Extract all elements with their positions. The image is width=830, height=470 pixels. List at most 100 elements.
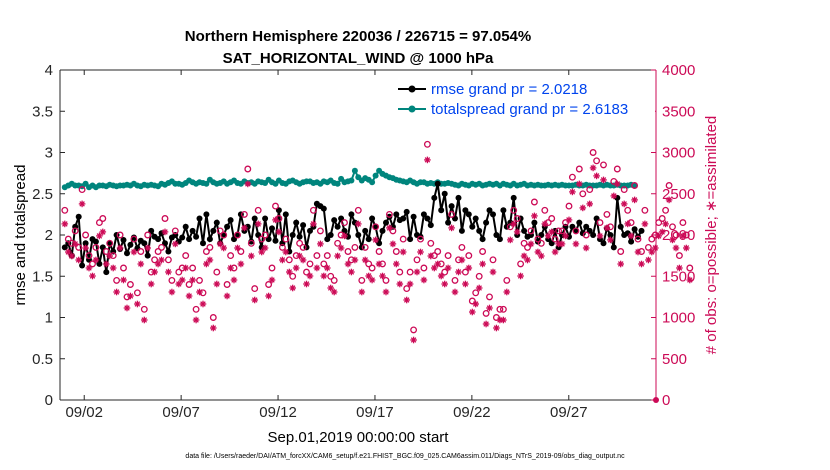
obs-assimilated-marker (254, 220, 262, 228)
obs-assimilated-marker (109, 264, 117, 272)
data-point (144, 252, 151, 259)
chart-title: Northern Hemisphere 220036 / 226715 = 97… (185, 28, 531, 45)
obs-assimilated-marker (127, 292, 134, 300)
obs-assimilated-marker (275, 228, 283, 236)
obs-assimilated-marker (158, 256, 165, 264)
data-point (320, 205, 327, 212)
obs-possible-marker (675, 252, 683, 260)
obs-assimilated-marker (324, 264, 331, 272)
obs-assimilated-marker (500, 316, 507, 324)
obs-possible-marker (309, 206, 317, 214)
obs-possible-marker (95, 219, 103, 227)
obs-layer (61, 140, 694, 403)
data-point (403, 208, 410, 215)
data-point (307, 227, 313, 234)
data-point (445, 219, 452, 226)
obs-assimilated-marker (531, 212, 538, 220)
obs-assimilated-marker (683, 244, 690, 252)
obs-assimilated-marker (441, 280, 448, 288)
data-point (600, 240, 607, 247)
obs-possible-marker (299, 243, 307, 251)
obs-assimilated-marker (330, 288, 338, 296)
obs-possible-marker (196, 276, 203, 284)
y-right-tick-label: 2500 (662, 186, 695, 203)
obs-possible-marker (492, 314, 500, 321)
obs-possible-marker (596, 219, 604, 227)
data-point (400, 215, 407, 222)
obs-assimilated-marker (189, 276, 196, 284)
obs-possible-marker (482, 309, 490, 317)
obs-possible-marker (272, 202, 279, 210)
obs-assimilated-marker (272, 216, 279, 224)
data-point (120, 237, 127, 243)
data-point (182, 223, 189, 230)
data-point (234, 232, 241, 238)
data-point (189, 227, 196, 234)
obs-assimilated-marker (593, 172, 600, 180)
legend-marker-rmse (408, 85, 416, 93)
obs-possible-marker (85, 252, 93, 260)
obs-assimilated-marker (662, 220, 669, 228)
obs-possible-marker (151, 256, 159, 264)
data-point (510, 194, 517, 201)
obs-assimilated-marker (134, 300, 141, 308)
data-point (103, 269, 110, 276)
obs-possible-marker (109, 252, 117, 260)
obs-assimilated-marker (237, 260, 245, 268)
obs-assimilated-marker (223, 292, 231, 300)
obs-assimilated-marker (462, 280, 469, 288)
obs-assimilated-marker (310, 220, 317, 228)
obs-possible-marker (372, 223, 380, 231)
obs-possible-marker (161, 215, 169, 222)
obs-possible-marker (106, 239, 114, 247)
obs-possible-marker (126, 281, 134, 288)
obs-possible-marker (192, 305, 200, 313)
obs-possible-marker (444, 252, 452, 260)
obs-possible-marker (116, 231, 124, 239)
data-point (186, 236, 193, 243)
obs-possible-marker (648, 235, 656, 243)
obs-possible-marker (220, 231, 228, 239)
obs-possible-marker (182, 252, 190, 260)
obs-possible-marker (358, 276, 366, 284)
obs-assimilated-marker (479, 260, 486, 268)
data-point (583, 223, 590, 230)
data-point (365, 236, 372, 243)
obs-possible-marker (437, 260, 445, 268)
obs-assimilated-marker (351, 256, 359, 264)
obs-assimilated-marker (303, 280, 310, 288)
obs-assimilated-marker (210, 324, 217, 332)
obs-possible-marker (427, 239, 435, 247)
obs-possible-marker (658, 215, 666, 222)
obs-possible-marker (213, 268, 221, 276)
obs-assimilated-marker (306, 272, 314, 280)
x-tick-label: 09/27 (550, 404, 588, 421)
y-right-tick-label: 3000 (662, 145, 695, 162)
obs-assimilated-marker (410, 336, 417, 344)
obs-assimilated-marker (631, 196, 638, 204)
data-point (327, 232, 334, 238)
data-point (407, 236, 414, 243)
obs-possible-marker (254, 206, 262, 214)
obs-assimilated-marker (596, 232, 604, 240)
data-point (82, 240, 89, 247)
obs-possible-marker (327, 272, 335, 280)
obs-possible-marker (61, 206, 69, 214)
data-point (469, 223, 476, 230)
data-point (420, 211, 427, 218)
footer-data-file: data file: /Users/raeder/DAI/ATM_forcXX/… (185, 453, 625, 460)
data-point (272, 237, 279, 244)
obs-assimilated-marker (61, 220, 69, 228)
obs-possible-marker (513, 215, 521, 222)
obs-assimilated-marker (424, 156, 431, 164)
obs-assimilated-marker (586, 200, 593, 208)
obs-possible-marker (375, 248, 383, 255)
obs-assimilated-marker (396, 280, 404, 288)
obs-assimilated-marker (548, 228, 555, 236)
obs-possible-marker (679, 219, 687, 227)
obs-assimilated-marker (199, 300, 207, 308)
obs-possible-marker (354, 206, 362, 214)
obs-possible-marker (306, 260, 314, 268)
y-right-tick-label: 1500 (662, 268, 695, 285)
